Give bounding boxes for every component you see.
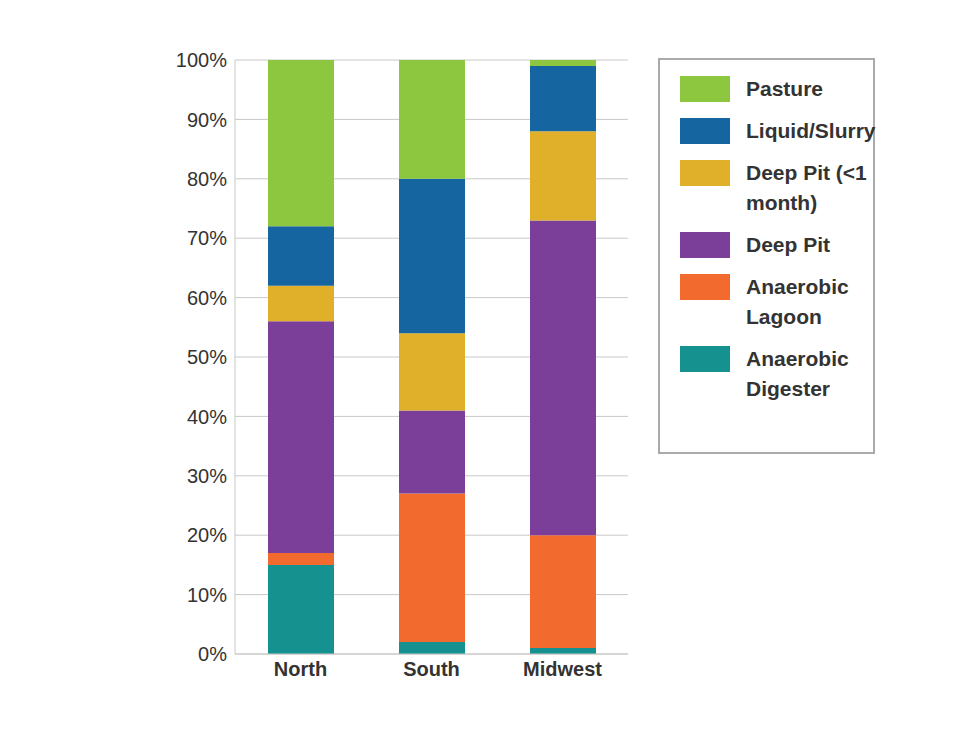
svg-text:30%: 30% (187, 465, 227, 487)
svg-text:10%: 10% (187, 584, 227, 606)
svg-text:80%: 80% (187, 168, 227, 190)
svg-text:20%: 20% (187, 524, 227, 546)
svg-text:50%: 50% (187, 346, 227, 368)
html-text:Anaerobic Lagoon: Anaerobic Lagoon (746, 275, 849, 328)
svg-text:100%: 100% (176, 49, 227, 71)
svg-text:0%: 0% (198, 643, 227, 665)
svg-text:60%: 60% (187, 287, 227, 309)
html-text:Liquid/Slurry: Liquid/Slurry (746, 119, 876, 142)
html-text:Anaerobic Digester: Anaerobic Digester (746, 347, 849, 400)
svg-text:90%: 90% (187, 109, 227, 131)
svg-text:Midwest: Midwest (523, 658, 602, 680)
svg-text:40%: 40% (187, 406, 227, 428)
html-text:Pasture: Pasture (746, 77, 823, 100)
html-text:Deep Pit (<1 month): Deep Pit (<1 month) (746, 161, 867, 214)
svg-text:70%: 70% (187, 227, 227, 249)
svg-text:North: North (274, 658, 327, 680)
html-text:Deep Pit: Deep Pit (746, 233, 830, 256)
svg-text:South: South (403, 658, 460, 680)
